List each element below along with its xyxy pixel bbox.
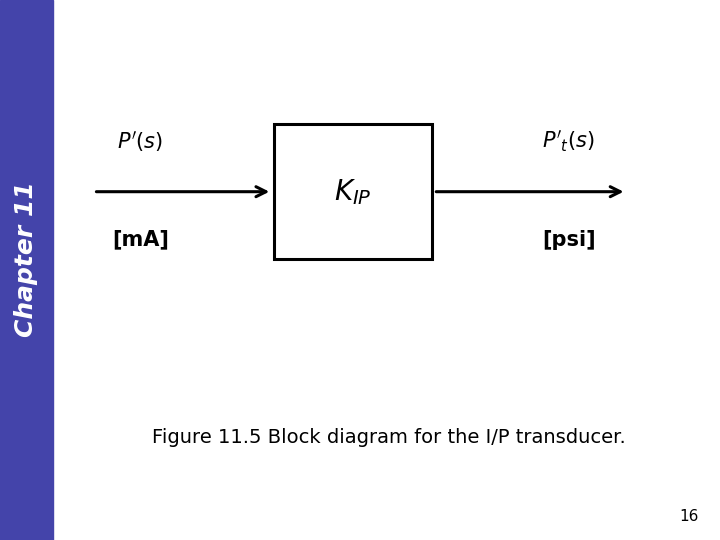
Text: 16: 16 xyxy=(679,509,698,524)
Text: [mA]: [mA] xyxy=(112,230,168,249)
Text: Figure 11.5 Block diagram for the I/P transducer.: Figure 11.5 Block diagram for the I/P tr… xyxy=(152,428,626,447)
Text: Chapter 11: Chapter 11 xyxy=(14,181,38,337)
Text: $P'_t(s)$: $P'_t(s)$ xyxy=(542,129,595,154)
Bar xyxy=(0,0,53,540)
Text: $K_{IP}$: $K_{IP}$ xyxy=(334,177,372,207)
Text: $P'(s)$: $P'(s)$ xyxy=(117,129,163,154)
Text: [psi]: [psi] xyxy=(542,230,595,249)
Bar xyxy=(274,124,432,259)
